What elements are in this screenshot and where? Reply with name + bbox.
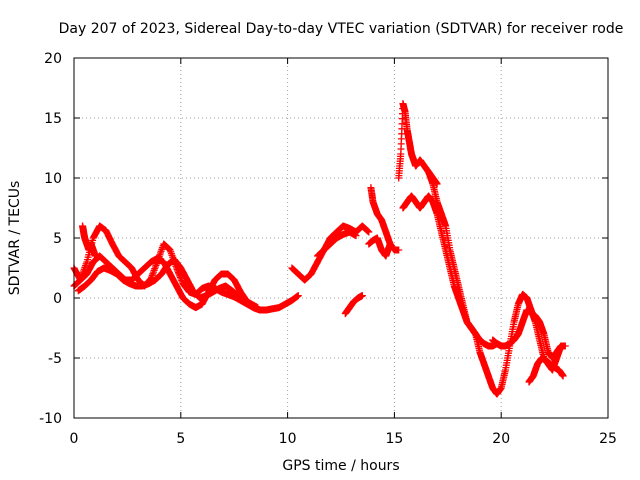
y-tick-label: -5 [48, 351, 62, 367]
axis-ticks [73, 57, 609, 419]
series-markers [314, 228, 360, 260]
x-tick-label: 20 [492, 431, 510, 447]
series-track-l [425, 168, 505, 350]
series-markers [489, 306, 569, 362]
data-points [70, 100, 569, 398]
series-markers [341, 292, 366, 318]
series-track-o [525, 354, 567, 386]
series-track-e [288, 222, 373, 284]
series-track-n [489, 306, 569, 362]
series-track-i [365, 234, 394, 260]
y-tick-label: -10 [39, 411, 62, 427]
series-track-d [79, 222, 99, 260]
chart-title: Day 207 of 2023, Sidereal Day-to-day VTE… [59, 21, 624, 37]
series-markers [74, 256, 262, 312]
tick-labels: 0 5 10 15 20 25 -10 -5 0 5 10 15 20 [39, 51, 617, 447]
y-tick-label: 20 [44, 51, 62, 67]
x-tick-label: 25 [599, 431, 617, 447]
series-track-g [341, 292, 366, 318]
x-tick-label: 10 [279, 431, 297, 447]
x-tick-label: 5 [176, 431, 185, 447]
x-tick-label: 0 [70, 431, 79, 447]
series-markers [288, 222, 373, 284]
series-track-f [314, 228, 360, 260]
series-markers [79, 222, 99, 260]
series-markers [425, 168, 505, 350]
y-tick-label: 15 [44, 111, 62, 127]
y-tick-label: 10 [44, 171, 62, 187]
y-tick-label: 5 [53, 231, 62, 247]
y-tick-label: 0 [53, 291, 62, 307]
series-markers [365, 234, 394, 260]
x-axis-label: GPS time / hours [282, 458, 399, 474]
series-markers [395, 100, 441, 188]
x-tick-label: 15 [385, 431, 403, 447]
series-track-j [395, 100, 441, 188]
y-axis-label: SDTVAR / TECUs [7, 181, 23, 296]
series-markers [525, 354, 567, 386]
series-track-c [74, 256, 262, 312]
